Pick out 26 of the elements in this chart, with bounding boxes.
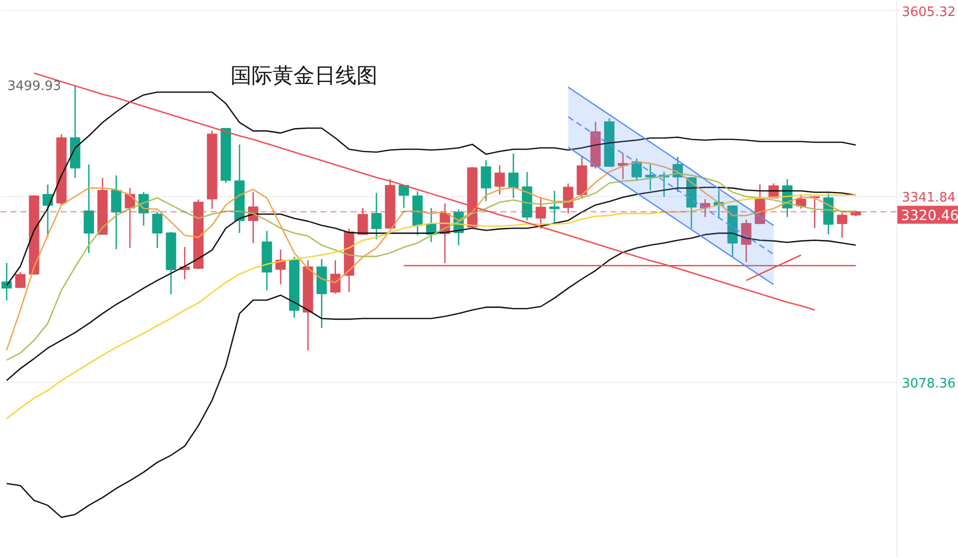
- y-tick-label: 3605.32: [902, 4, 956, 20]
- text: 国际黄金日线图: [230, 64, 378, 88]
- candlestick: [111, 174, 122, 250]
- candlestick: [398, 184, 409, 209]
- line-series: [6, 186, 856, 382]
- line-series: [568, 146, 774, 286]
- candlestick: [508, 152, 519, 199]
- candlestick: [632, 158, 642, 181]
- candlestick: [2, 262, 12, 301]
- candlestick: [480, 160, 492, 202]
- candlestick: [549, 190, 560, 224]
- annotation: 3499.93: [7, 79, 62, 94]
- candlestick: [42, 184, 53, 238]
- candlestick: [330, 260, 341, 294]
- line-series: [568, 116, 774, 255]
- candlestick: [152, 211, 162, 249]
- ref-line-label: 3320.46: [900, 208, 958, 224]
- y-tick-label: 3341.84: [902, 190, 956, 206]
- y-tick-label: 3078.36: [902, 376, 956, 392]
- candlestick: [741, 218, 752, 263]
- candlestick: [84, 164, 94, 254]
- candlestick: [371, 192, 382, 240]
- line-series: [568, 86, 774, 226]
- candlestick: [645, 164, 656, 191]
- candlestick: [494, 164, 505, 196]
- candlestick: [15, 272, 26, 289]
